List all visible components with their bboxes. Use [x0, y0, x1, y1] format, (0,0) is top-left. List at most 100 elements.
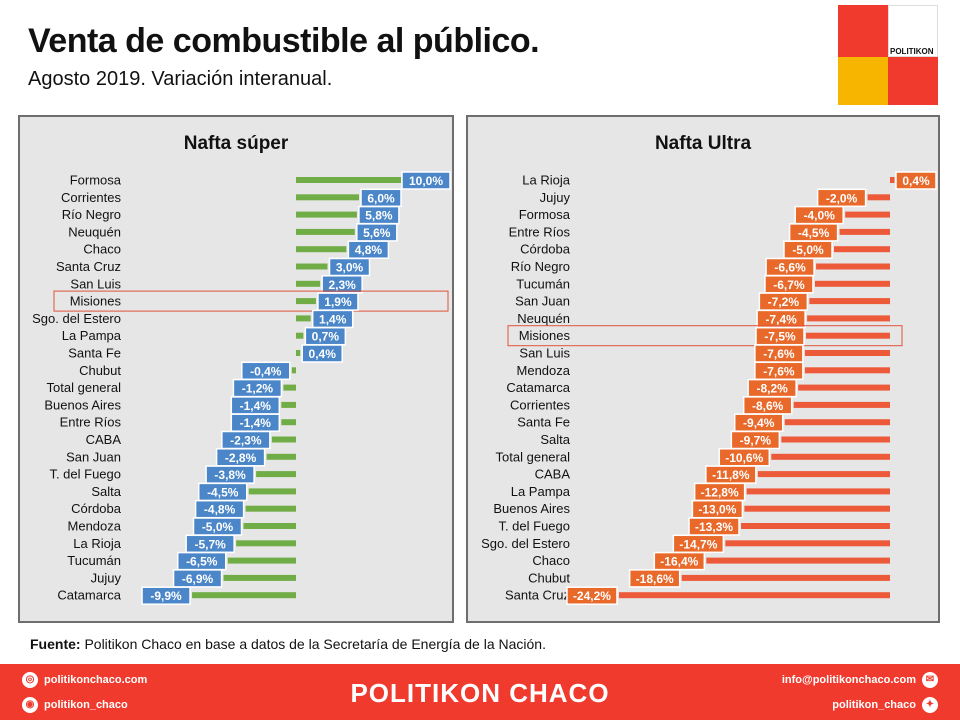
- chart-nafta-super: Nafta súper Formosa 10,0% Corrientes 6,0% Río…: [32, 133, 451, 605]
- value-label: -5,0%: [202, 520, 234, 534]
- category-label: Mendoza: [517, 363, 571, 378]
- category-label: Neuquén: [517, 311, 570, 326]
- category-label: Entre Ríos: [509, 224, 571, 239]
- category-label: Sgo. del Estero: [481, 536, 570, 551]
- politikon-logo: POLITIKON: [838, 5, 938, 105]
- category-label: Santa Cruz: [56, 259, 121, 274]
- value-label-bg: [401, 171, 451, 190]
- footer-instagram[interactable]: ◉ politikon_chaco: [22, 697, 128, 713]
- category-label: Misiones: [70, 294, 122, 309]
- value-label: 0,7%: [312, 330, 340, 344]
- bar: [814, 280, 890, 287]
- category-label: Santa Fe: [68, 346, 121, 361]
- bar: [256, 471, 296, 478]
- value-label: -3,8%: [214, 468, 246, 482]
- value-label: 6,0%: [367, 191, 395, 205]
- bar: [816, 263, 890, 270]
- value-label: -24,2%: [573, 589, 611, 603]
- bar: [744, 505, 890, 512]
- bar: [845, 211, 890, 218]
- bar: [839, 228, 890, 235]
- logo-text: POLITIKON: [890, 47, 934, 56]
- value-label-bg: [301, 344, 343, 363]
- category-label: Mendoza: [68, 519, 122, 534]
- bar: [809, 298, 890, 305]
- category-label: San Luis: [70, 276, 121, 291]
- mail-icon: ✉: [922, 672, 938, 688]
- bar: [296, 228, 355, 235]
- value-label-bg: [141, 586, 191, 605]
- bar: [725, 540, 890, 547]
- category-label: Córdoba: [71, 501, 122, 516]
- instagram-icon: ◉: [22, 697, 38, 713]
- page-title: Venta de combustible al público.: [28, 22, 540, 60]
- bar: [706, 557, 890, 564]
- bar: [807, 315, 890, 322]
- value-label: 5,8%: [365, 209, 393, 223]
- bar: [266, 453, 296, 460]
- category-label: San Juan: [515, 294, 570, 309]
- category-label: Santa Cruz: [505, 588, 570, 603]
- value-label-bg: [566, 586, 618, 605]
- value-label: -8,6%: [752, 399, 784, 413]
- footer-website-text: politikonchaco.com: [44, 674, 148, 686]
- bar: [867, 194, 890, 201]
- value-label: -7,5%: [764, 330, 796, 344]
- value-label: -5,7%: [194, 537, 226, 551]
- value-label: -4,5%: [798, 226, 830, 240]
- category-label: Santa Fe: [517, 415, 570, 430]
- bar: [741, 523, 890, 529]
- footer-email-text: info@politikonchaco.com: [781, 674, 916, 686]
- value-label: 1,9%: [324, 295, 352, 309]
- value-label: -9,4%: [743, 416, 775, 430]
- bar: [192, 592, 296, 599]
- value-label-bg: [172, 569, 223, 588]
- footer-website[interactable]: ◎ politikonchaco.com: [22, 672, 147, 688]
- category-label: Jujuy: [91, 570, 122, 585]
- category-label: La Pampa: [62, 328, 122, 343]
- bar: [296, 315, 311, 322]
- category-label: Buenos Aires: [493, 501, 570, 516]
- bar: [283, 384, 296, 391]
- category-label: Jujuy: [540, 190, 571, 205]
- bar: [834, 246, 890, 253]
- bar: [784, 419, 890, 426]
- highlight-box: [507, 325, 903, 347]
- dribbble-icon: ◎: [22, 672, 38, 688]
- category-label: T. del Fuego: [498, 519, 570, 534]
- twitter-icon: ✦: [922, 697, 938, 713]
- category-label: Tucumán: [516, 276, 570, 291]
- category-label: Neuquén: [68, 224, 121, 239]
- value-label: -0,4%: [250, 364, 282, 378]
- footer-email[interactable]: info@politikonchaco.com ✉: [782, 672, 938, 688]
- bar: [245, 505, 296, 512]
- value-label: -1,4%: [240, 399, 272, 413]
- value-label: -2,0%: [826, 191, 858, 205]
- bar: [296, 246, 347, 253]
- value-label: 1,4%: [319, 312, 347, 326]
- bar: [248, 488, 296, 495]
- value-label: -5,0%: [792, 243, 824, 257]
- value-label: -9,9%: [150, 589, 182, 603]
- category-label: CABA: [86, 432, 122, 447]
- value-label: -2,8%: [225, 451, 257, 465]
- category-label: Chubut: [79, 363, 121, 378]
- bar: [296, 332, 304, 339]
- value-label: -12,8%: [701, 485, 739, 499]
- value-label-bg: [628, 569, 681, 588]
- category-label: CABA: [535, 467, 571, 482]
- bar: [804, 367, 890, 374]
- footer-twitter[interactable]: politikon_chaco ✦: [832, 697, 938, 713]
- category-label: Córdoba: [520, 242, 571, 257]
- bar: [281, 401, 296, 408]
- category-label: La Rioja: [73, 536, 121, 551]
- chart-title: Nafta súper: [184, 133, 289, 154]
- bar: [296, 211, 357, 218]
- bar: [291, 367, 296, 374]
- value-label: 4,8%: [355, 243, 383, 257]
- category-label: Chaco: [83, 242, 121, 257]
- category-label: La Pampa: [511, 484, 571, 499]
- value-label: -11,8%: [712, 468, 750, 482]
- source-label: Fuente:: [30, 636, 81, 652]
- value-label: -14,7%: [679, 537, 717, 551]
